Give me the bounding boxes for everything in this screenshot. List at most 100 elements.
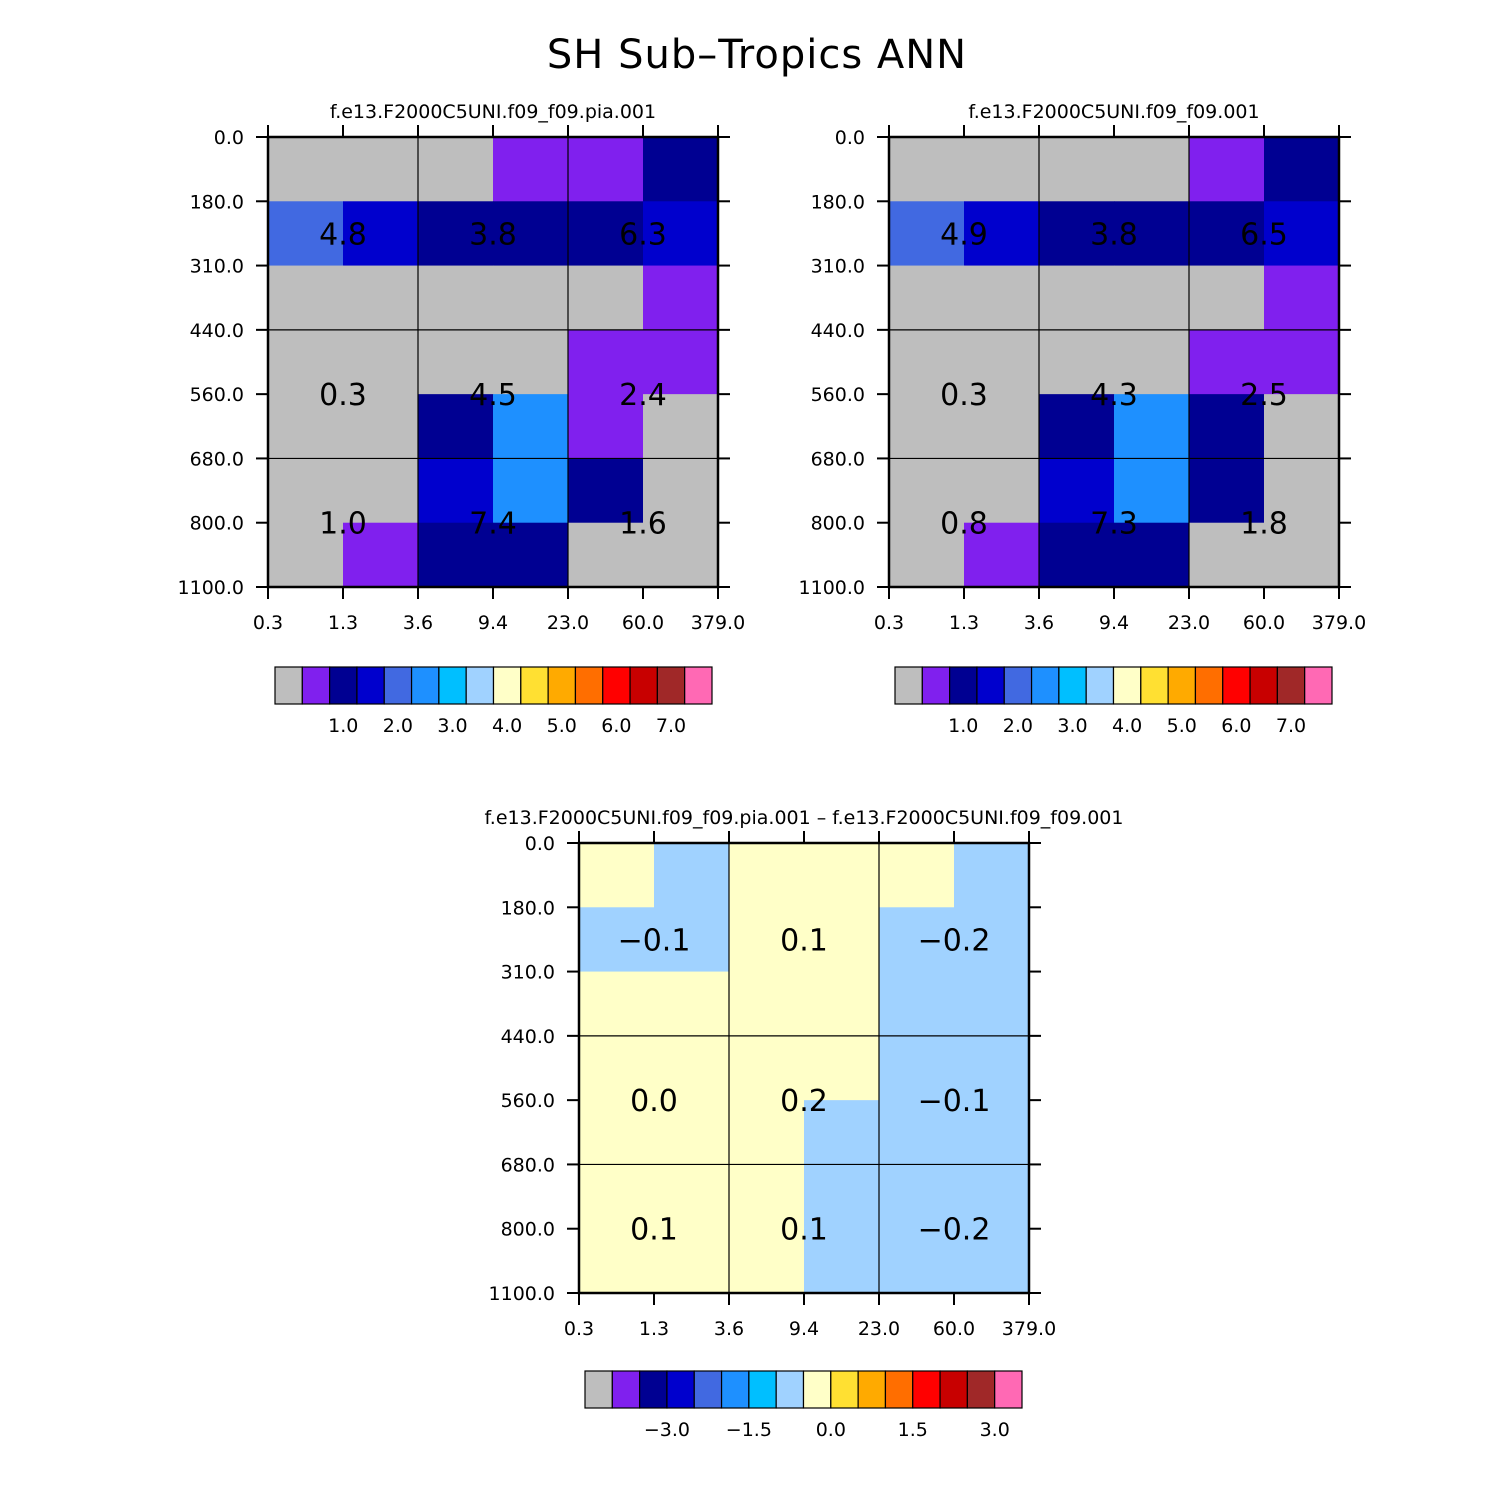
heatmap-cell — [654, 971, 730, 1037]
colorbar-swatch — [274, 666, 303, 705]
heatmap-cell — [493, 329, 569, 395]
x-tick-label: 3.6 — [1024, 612, 1054, 634]
heatmap-cell — [643, 458, 719, 524]
heatmap-cell — [568, 329, 644, 395]
cell-value-label: 0.3 — [940, 378, 988, 413]
heatmap-cell — [1114, 522, 1190, 588]
heatmap-cell — [1189, 329, 1265, 395]
heatmap-cell — [643, 394, 719, 459]
heatmap-cell — [579, 843, 655, 908]
heatmap-cell — [954, 1100, 1030, 1165]
colorbar-swatch — [574, 666, 604, 705]
x-tick-label: 1.3 — [949, 612, 979, 634]
heatmap-cell — [268, 329, 344, 395]
colorbar-swatch — [383, 666, 413, 705]
heatmap-cell — [1039, 201, 1115, 266]
cell-value-label: 4.9 — [940, 217, 988, 252]
x-tick-label: 1.3 — [639, 1318, 669, 1340]
heatmap-cell — [964, 458, 1040, 524]
colorbar-label: 7.0 — [1276, 715, 1306, 737]
heatmap-cell — [268, 137, 344, 202]
colorbar: −3.0 −1.5 0.0 1.5 3.0 — [584, 1370, 1023, 1441]
heatmap-cell — [568, 394, 644, 459]
heatmap-cell — [343, 329, 419, 395]
panel-top-left: 0.3 1.3 3.6 9.4 23.0 60.0 379.0 0.0 180.0 310.0 44… — [178, 101, 746, 737]
heatmap-cell — [889, 522, 965, 588]
colorbar-swatch — [656, 666, 686, 705]
colorbar-label: 5.0 — [547, 715, 577, 737]
heatmap-cell — [343, 522, 419, 588]
heatmap-cell — [1114, 458, 1190, 524]
heatmap-cell — [889, 137, 965, 202]
heatmap-cell — [1264, 394, 1340, 459]
heatmap-cell — [579, 971, 655, 1037]
heatmap-cell — [1264, 458, 1340, 524]
colorbar-swatch — [1085, 666, 1115, 705]
heatmap-cell — [954, 907, 1030, 972]
heatmap-cell — [954, 1035, 1030, 1101]
x-tick-label: 379.0 — [691, 612, 745, 634]
heatmap-cell — [1039, 329, 1115, 395]
heatmap-cell — [804, 971, 880, 1037]
heatmap-cell — [343, 458, 419, 524]
colorbar-swatch — [1249, 666, 1278, 705]
heatmap-cell — [964, 522, 1040, 588]
colorbar-swatch — [775, 1370, 805, 1409]
heatmap-cell — [493, 458, 569, 524]
heatmap-cell — [879, 1035, 955, 1101]
colorbar-swatch — [492, 666, 522, 705]
x-tick-label: 0.3 — [564, 1318, 594, 1340]
cell-value-label: 6.3 — [619, 217, 667, 252]
heatmap-cell — [729, 907, 805, 972]
x-tick-label: 379.0 — [1312, 612, 1366, 634]
heatmap-cell — [654, 907, 730, 972]
heatmap-cell — [729, 1164, 805, 1230]
heatmap-cell — [964, 201, 1040, 266]
y-tick-label: 180.0 — [190, 191, 244, 213]
colorbar-swatch — [1140, 666, 1169, 705]
x-tick-label: 9.4 — [789, 1318, 819, 1340]
panel-title: f.e13.F2000C5UNI.f09_f09.pia.001 – f.e13… — [485, 807, 1124, 829]
cell-value-label: 1.0 — [319, 507, 367, 542]
heatmap-cell — [343, 201, 419, 266]
colorbar-label: 2.0 — [383, 715, 413, 737]
colorbar-swatch — [748, 1370, 777, 1409]
cell-value-label: 0.1 — [780, 923, 828, 958]
colorbar-swatch — [611, 1370, 641, 1409]
y-tick-label: 440.0 — [811, 320, 865, 342]
heatmap-cell — [804, 1035, 880, 1101]
y-tick-label: 560.0 — [501, 1090, 555, 1112]
panel-title: f.e13.F2000C5UNI.f09_f09.001 — [968, 101, 1259, 123]
heatmap-cell — [879, 1164, 955, 1230]
heatmap-cell — [418, 458, 494, 524]
heatmap-cell — [418, 265, 494, 331]
heatmap-cell — [654, 843, 730, 908]
colorbar-label: −3.0 — [644, 1419, 690, 1441]
heatmap-cell — [1264, 265, 1340, 331]
heatmap-cell — [729, 1100, 805, 1165]
cell-value-label: 1.6 — [619, 507, 667, 542]
heatmap-cell — [343, 265, 419, 331]
colorbar-swatch — [1276, 666, 1306, 705]
heatmap-cell — [343, 137, 419, 202]
colorbar-swatch — [693, 1370, 723, 1409]
heatmap-cell — [568, 265, 644, 331]
heatmap-cell — [643, 522, 719, 588]
heatmap-cell — [654, 1100, 730, 1165]
y-tick-label: 310.0 — [501, 962, 555, 984]
heatmap-cell — [889, 265, 965, 331]
cell-value-label: 7.4 — [469, 507, 517, 542]
heatmap-cell — [579, 1164, 655, 1230]
y-tick-label: 310.0 — [190, 256, 244, 278]
colorbar-swatch — [356, 666, 385, 705]
heatmap-cell — [643, 201, 719, 266]
x-tick-label: 379.0 — [1002, 1318, 1056, 1340]
heatmap-cell — [654, 1035, 730, 1101]
colorbar-swatch — [1112, 666, 1142, 705]
y-tick-label: 680.0 — [501, 1154, 555, 1176]
heatmap-cell — [418, 137, 494, 202]
colorbar-swatch — [1222, 666, 1251, 705]
heatmap-cell — [729, 971, 805, 1037]
colorbar-swatch — [802, 1370, 832, 1409]
heatmap-cell — [1264, 522, 1340, 588]
